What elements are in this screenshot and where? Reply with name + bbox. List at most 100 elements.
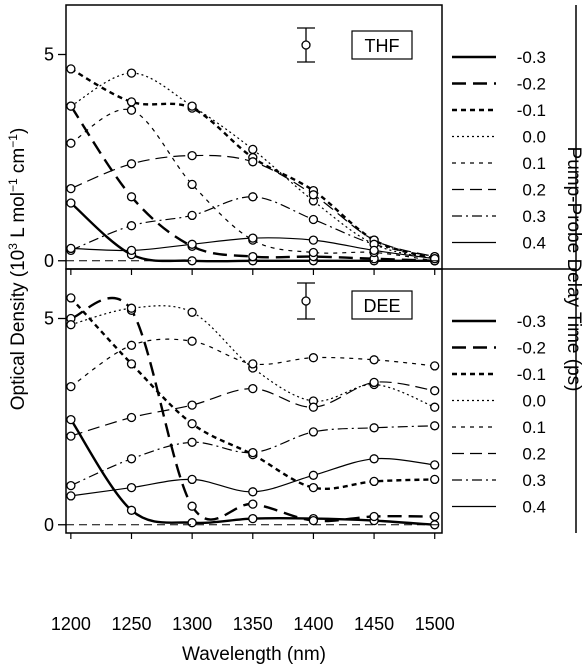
- data-point-dee-0.1-1450: [369, 355, 379, 365]
- data-point-dee-0.3-1350: [248, 447, 258, 458]
- data-point-dee-0.3-1200: [66, 480, 76, 491]
- data-point-dee-0.1-1200: [66, 381, 76, 392]
- data-point-thf-0.4-1300: [187, 239, 197, 249]
- error-bar-thf: [297, 27, 315, 63]
- series-line-thf-0.3: [70, 196, 435, 258]
- data-point-thf-0.4-1450: [369, 245, 379, 256]
- data-point-thf-0.2-1400: [308, 190, 319, 200]
- series-line-dee--0.3: [69, 418, 435, 526]
- data-point-thf-0.3-1400: [308, 214, 319, 225]
- data-point-dee--0.1-1400: [308, 482, 319, 493]
- legend-label-thf-0.3: 0.3: [522, 207, 546, 226]
- data-point-dee-0.3-1300: [187, 437, 197, 447]
- data-point-thf-0.1-1200: [66, 138, 76, 148]
- legend-label-dee-0.0: 0.0: [522, 392, 546, 411]
- data-point-dee-0.3-1400: [308, 427, 319, 437]
- data-point-thf-0.0-1350: [248, 144, 258, 155]
- data-point-thf-0.3-1300: [187, 210, 197, 221]
- y-tick-label-dee: 5: [44, 309, 54, 329]
- x-tick-label: 1350: [233, 614, 273, 634]
- data-point-dee-0.4-1400: [308, 470, 319, 480]
- data-point-thf-0.0-1200: [66, 101, 76, 111]
- y-axis-label: Optical Density (103 L mol−1 cm−1): [6, 128, 29, 411]
- data-point-dee-0.4-1300: [187, 474, 197, 485]
- data-point-dee--0.2-1400: [308, 515, 319, 526]
- data-point-thf-0.4-1500: [430, 254, 440, 264]
- series-line-thf-0.1: [70, 108, 435, 262]
- data-point-dee-0.0-1300: [187, 307, 197, 317]
- x-tick-label: 1200: [51, 614, 91, 634]
- data-point-dee-0.4-1450: [369, 454, 379, 464]
- panel-label-box-thf: [351, 30, 413, 60]
- legend-label-dee--0.1: -0.1: [517, 365, 546, 384]
- series-line-dee--0.1: [70, 297, 435, 490]
- data-point-dee-0.2-1250: [126, 412, 137, 423]
- data-point-dee-0.2-1450: [369, 377, 379, 388]
- data-point-dee--0.2-1500: [430, 511, 440, 522]
- x-tick-label: 1300: [172, 614, 212, 634]
- data-point-dee-0.1-1300: [187, 336, 197, 346]
- data-point-thf-0.2-1250: [126, 159, 137, 169]
- data-point-thf-0.2-1200: [66, 183, 76, 194]
- data-point-thf--0.2-1250: [126, 192, 137, 202]
- data-point-thf-0.3-1250: [126, 221, 137, 231]
- data-point-thf--0.1-1200: [66, 64, 76, 74]
- data-point-thf--0.1-1250: [126, 97, 137, 107]
- data-point-dee-0.1-1400: [308, 353, 319, 363]
- x-tick-label: 1450: [354, 614, 394, 634]
- data-point-dee-0.2-1350: [248, 383, 258, 394]
- data-point-thf-0.2-1300: [187, 150, 197, 161]
- data-point-dee--0.1-1450: [369, 476, 379, 487]
- error-bar-dee: [297, 282, 315, 320]
- data-point-dee-0.1-1250: [126, 340, 137, 350]
- legend-title: Pump-Probe Delay Time (ps): [563, 147, 584, 392]
- data-point-dee-0.1-1350: [248, 359, 258, 369]
- data-point-dee-0.3-1250: [126, 454, 137, 464]
- legend-label-dee--0.2: -0.2: [517, 339, 546, 358]
- data-point-dee-0.0-1500: [430, 402, 440, 412]
- data-point-dee--0.1-1250: [126, 359, 137, 369]
- legend-label-dee-0.4: 0.4: [522, 498, 546, 517]
- data-point-dee--0.3-1200: [66, 414, 76, 425]
- data-point-dee--0.1-1200: [66, 293, 76, 303]
- legend-label-dee--0.3: -0.3: [517, 312, 546, 331]
- legend-label-thf-0.4: 0.4: [522, 234, 546, 253]
- legend-label-thf--0.1: -0.1: [517, 101, 546, 120]
- y-tick-label-dee: 0: [44, 515, 54, 535]
- legend-label-dee-0.3: 0.3: [522, 471, 546, 490]
- x-tick-label: 1250: [111, 614, 151, 634]
- legend-label-thf-0.2: 0.2: [522, 181, 546, 200]
- data-point-thf-0.2-1350: [248, 157, 258, 167]
- x-tick-label: 1400: [293, 614, 333, 634]
- data-point-dee-0.3-1450: [369, 423, 379, 433]
- data-point-thf-0.1-1300: [187, 179, 197, 190]
- data-point-thf--0.2-1350: [248, 251, 258, 262]
- data-point-dee-0.2-1400: [308, 402, 319, 412]
- data-point-thf-0.3-1350: [248, 192, 258, 202]
- data-point-thf-0.4-1250: [126, 245, 137, 256]
- data-point-dee--0.2-1300: [187, 501, 197, 511]
- x-axis-label: Wavelength (nm): [182, 644, 326, 665]
- data-point-dee-0.2-1200: [66, 431, 76, 441]
- legend-label-dee-0.1: 0.1: [522, 418, 546, 437]
- panel-label-dee: DEE: [363, 296, 400, 316]
- data-point-dee-0.2-1500: [430, 386, 440, 396]
- y-tick-label-thf: 5: [44, 45, 54, 65]
- data-point-dee-0.2-1300: [187, 400, 197, 410]
- data-point-thf-0.0-1250: [126, 68, 137, 78]
- data-point-dee-0.4-1250: [126, 482, 137, 493]
- data-point-dee-0.4-1500: [430, 460, 440, 470]
- data-point-dee-0.4-1350: [248, 487, 258, 497]
- y-tick-label-thf: 0: [44, 251, 54, 271]
- data-point-dee--0.3-1300: [187, 518, 197, 528]
- x-tick-label: 1500: [415, 614, 455, 634]
- data-point-thf-0.0-1300: [187, 101, 197, 111]
- data-point-dee--0.1-1300: [187, 419, 197, 429]
- legend-label-thf-0.0: 0.0: [522, 128, 546, 147]
- data-point-dee-0.4-1200: [66, 491, 76, 501]
- series-line-thf--0.2: [69, 105, 435, 262]
- data-point-thf-0.4-1200: [66, 243, 76, 254]
- data-point-thf--0.3-1200: [66, 198, 76, 208]
- data-point-dee--0.1-1500: [430, 474, 440, 485]
